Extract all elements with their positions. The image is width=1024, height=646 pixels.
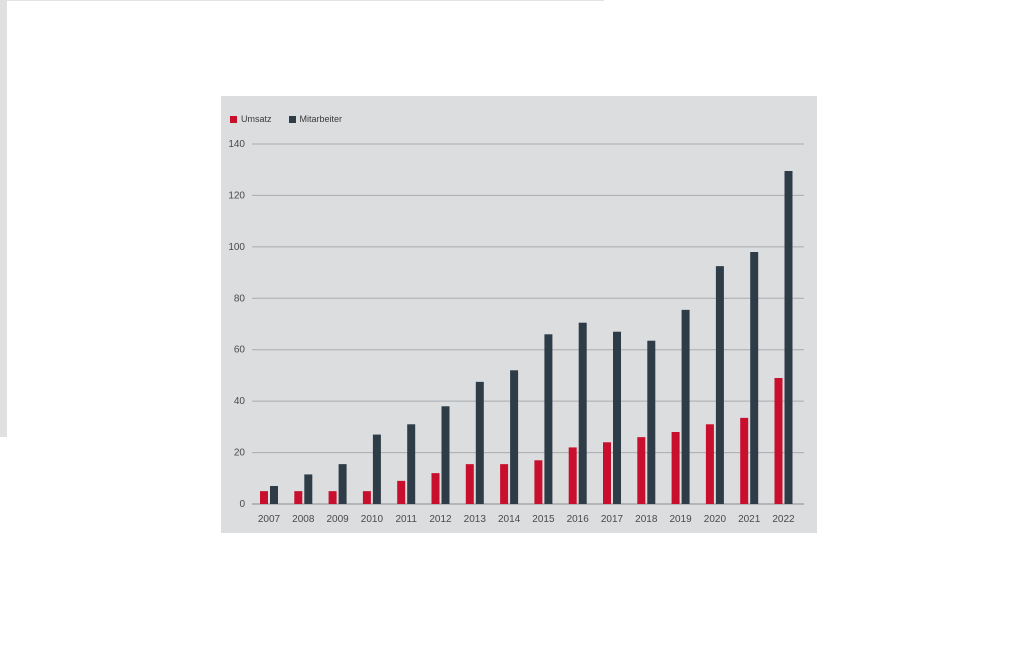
bar-umsatz-2010 (362, 491, 371, 504)
bar-mitarbeiter-2020 (715, 266, 724, 504)
bar-umsatz-2017 (603, 442, 611, 504)
legend-swatch-umsatz (230, 115, 237, 123)
legend-label-mitarbeiter: Mitarbeiter (299, 114, 343, 124)
legend-item-mitarbeiter: Mitarbeiter (288, 114, 343, 124)
bar-mitarbeiter-2010 (372, 434, 381, 504)
x-tick-label: 2019 (669, 514, 692, 525)
bar-umsatz-2020 (705, 424, 714, 504)
legend-item-umsatz: Umsatz (230, 114, 272, 124)
bar-mitarbeiter-2016 (578, 322, 587, 504)
x-tick-label: 2009 (326, 514, 349, 525)
bar-mitarbeiter-2019 (681, 309, 690, 504)
bar-umsatz-2021 (740, 417, 749, 504)
x-tick-label: 2018 (635, 514, 658, 525)
bar-mitarbeiter-2013 (475, 381, 484, 504)
bar-umsatz-2014 (500, 464, 509, 504)
bar-umsatz-2008 (294, 491, 303, 504)
x-tick-label: 2022 (772, 514, 795, 525)
x-tick-label: 2015 (532, 514, 555, 525)
x-tick-label: 2013 (464, 514, 487, 525)
bar-mitarbeiter-2015 (544, 334, 553, 504)
bar-umsatz-2007 (260, 491, 268, 504)
y-tick-label: 140 (228, 139, 245, 150)
bar-mitarbeiter-2011 (407, 424, 416, 504)
bar-mitarbeiter-2012 (441, 406, 450, 504)
y-tick-label: 80 (234, 293, 246, 304)
bar-umsatz-2019 (671, 432, 680, 504)
bar-umsatz-2016 (568, 447, 577, 504)
x-tick-label: 2008 (292, 514, 315, 525)
bar-chart: 0 20 40 60 80 100 120 140 2007 2008 2009 2010 2011 20… (228, 139, 804, 525)
bar-mitarbeiter-2009 (338, 464, 347, 504)
bar-mitarbeiter-2017 (613, 331, 621, 504)
bar-umsatz-2012 (431, 473, 440, 504)
x-tick-label: 2011 (395, 514, 417, 525)
chart-panel: Umsatz Mitarbeiter 0 20 40 60 80 100 120 140 200… (221, 96, 817, 533)
legend-swatch-mitarbeiter (288, 115, 296, 123)
x-tick-label: 2020 (704, 514, 727, 525)
y-tick-label: 100 (228, 242, 245, 253)
bar-umsatz-2018 (637, 437, 646, 504)
chart-legend: Umsatz Mitarbeiter (230, 114, 359, 124)
bar-mitarbeiter-2014 (510, 370, 519, 504)
y-tick-label: 120 (228, 190, 245, 201)
x-tick-label: 2007 (258, 514, 281, 525)
x-tick-label: 2021 (738, 514, 761, 525)
x-tick-label: 2017 (601, 514, 624, 525)
x-tick-label: 2012 (429, 514, 452, 525)
bar-mitarbeiter-2007 (270, 486, 278, 504)
x-tick-label: 2014 (498, 514, 521, 525)
y-tick-label: 40 (234, 396, 246, 407)
bar-mitarbeiter-2018 (647, 340, 656, 504)
bar-mitarbeiter-2008 (304, 474, 313, 504)
y-tick-label: 60 (234, 345, 246, 356)
legend-label-umsatz: Umsatz (241, 114, 272, 124)
bar-umsatz-2009 (328, 491, 337, 504)
bar-umsatz-2013 (465, 464, 474, 504)
bar-umsatz-2022 (774, 378, 783, 504)
x-tick-label: 2016 (567, 514, 590, 525)
y-tick-label: 0 (239, 499, 245, 510)
left-edge-strip (0, 0, 7, 437)
y-tick-label: 20 (234, 448, 246, 459)
bar-mitarbeiter-2022 (784, 171, 793, 504)
bar-umsatz-2011 (397, 480, 406, 504)
x-tick-label: 2010 (361, 514, 384, 525)
top-border-line (0, 0, 604, 1)
bar-mitarbeiter-2021 (750, 252, 759, 504)
bar-umsatz-2015 (534, 460, 543, 504)
